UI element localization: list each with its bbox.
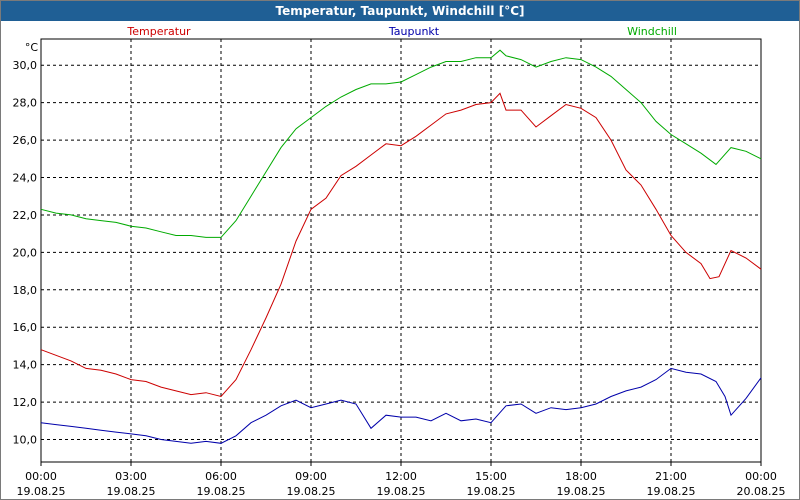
series-line-taupunkt [40, 367, 762, 444]
x-tick-date: 19.08.25 [17, 485, 66, 498]
x-tick-time: 15:00 [475, 470, 507, 483]
series-line-temperatur [40, 92, 762, 398]
x-tick-time: 06:00 [205, 470, 237, 483]
grid [41, 39, 761, 462]
y-tick-label: 26,0 [13, 134, 38, 147]
legend: Temperatur Taupunkt Windchill [126, 25, 677, 38]
y-tick-label: 28,0 [13, 97, 38, 110]
x-tick-date: 19.08.25 [377, 485, 426, 498]
axes: 10,0 12,0 14,0 16,0 18,0 20,0 22,0 24,0 26,0 28,0… [13, 38, 786, 498]
plot-border [40, 38, 762, 463]
y-unit-label: °C [25, 41, 39, 54]
y-tick-label: 12,0 [13, 396, 38, 409]
y-tick-label: 18,0 [13, 284, 38, 297]
y-tick-label: 14,0 [13, 359, 38, 372]
x-tick-time: 21:00 [655, 470, 687, 483]
x-tick-date: 19.08.25 [467, 485, 516, 498]
x-tick-date: 19.08.25 [647, 485, 696, 498]
y-tick-label: 30,0 [13, 59, 38, 72]
x-tick-date: 19.08.25 [107, 485, 156, 498]
x-tick-time: 03:00 [115, 470, 147, 483]
legend-taupunkt: Taupunkt [388, 25, 440, 38]
x-tick-time: 00:00 [745, 470, 777, 483]
legend-windchill: Windchill [627, 25, 677, 38]
chart-svg: 10,0 12,0 14,0 16,0 18,0 20,0 22,0 24,0 26,0 28,0… [13, 25, 786, 498]
window-title: Temperatur, Taupunkt, Windchill [°C] [1, 1, 799, 21]
y-tick-label: 16,0 [13, 321, 38, 334]
y-tick-label: 24,0 [13, 172, 38, 185]
x-tick-time: 12:00 [385, 470, 417, 483]
series-line-windchill [40, 49, 762, 238]
x-tick-time: 09:00 [295, 470, 327, 483]
x-tick-date: 20.08.25 [737, 485, 786, 498]
series-lines [40, 49, 762, 444]
x-tick-time: 00:00 [25, 470, 57, 483]
x-tick-date: 19.08.25 [197, 485, 246, 498]
x-tick-time: 18:00 [565, 470, 597, 483]
x-tick-date: 19.08.25 [557, 485, 606, 498]
x-tick-date: 19.08.25 [287, 485, 336, 498]
legend-temperatur: Temperatur [126, 25, 191, 38]
y-tick-label: 20,0 [13, 246, 38, 259]
y-tick-label: 22,0 [13, 209, 38, 222]
y-tick-label: 10,0 [13, 434, 38, 447]
